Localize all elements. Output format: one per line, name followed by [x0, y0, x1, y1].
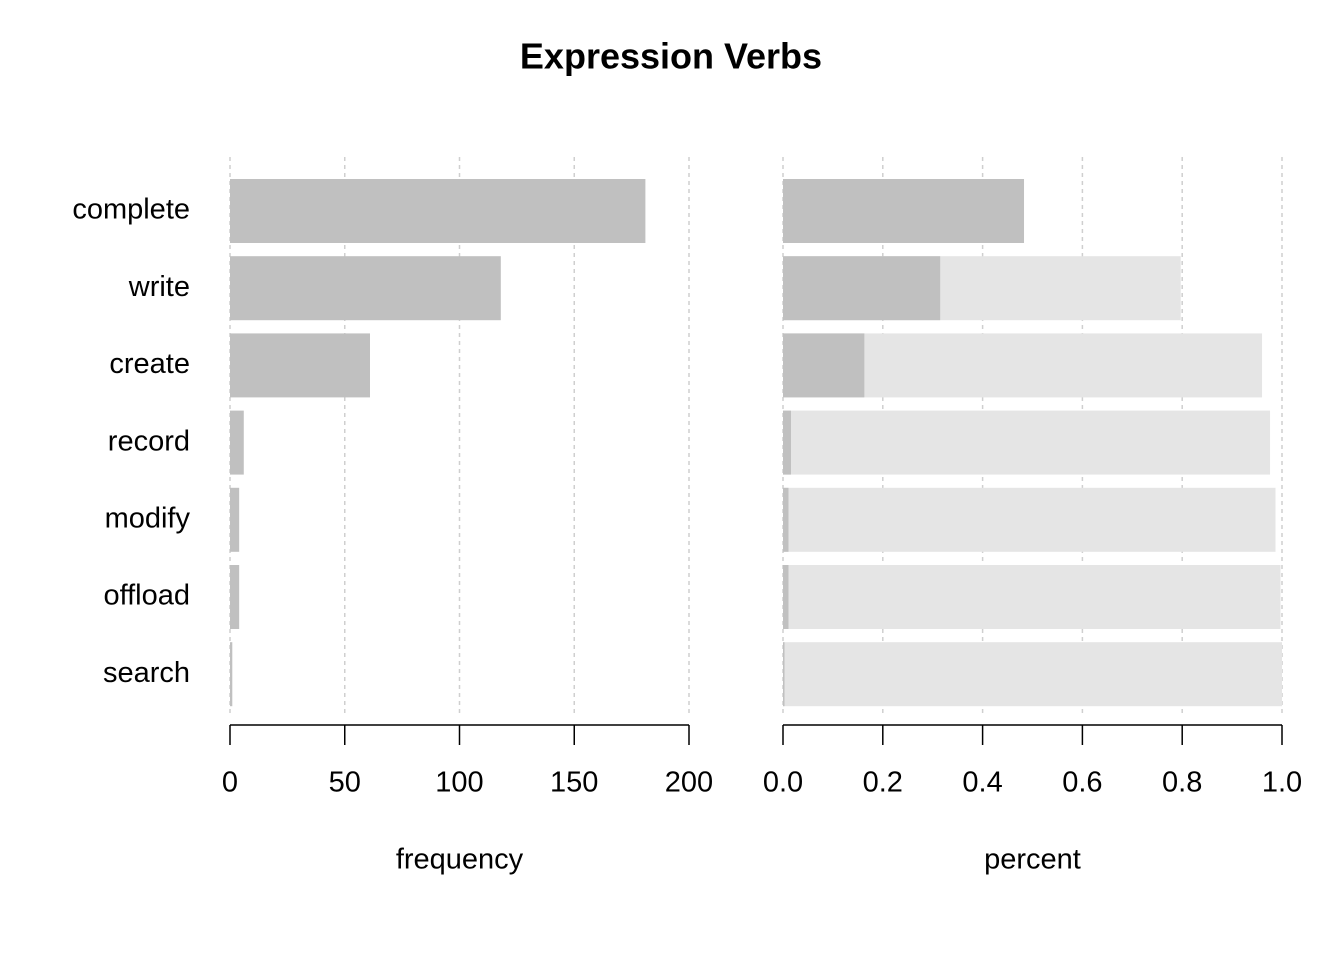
bar	[783, 179, 1025, 243]
bar	[230, 642, 233, 707]
x-tick-label: 1.0	[1262, 767, 1302, 799]
x-tick-label: 0.0	[763, 767, 803, 799]
y-tick-label: record	[108, 425, 190, 457]
bar	[783, 642, 785, 707]
cumulative-bar	[783, 410, 1271, 475]
bar	[783, 565, 789, 629]
x-tick-label: 0	[222, 767, 238, 799]
chart-title: Expression Verbs	[520, 36, 822, 77]
bar	[783, 333, 865, 398]
x-axis-label: frequency	[396, 844, 524, 876]
y-tick-label: offload	[103, 580, 190, 612]
bar	[230, 487, 240, 552]
bar	[230, 256, 501, 321]
bar	[783, 487, 789, 552]
x-tick-label: 0.8	[1162, 767, 1202, 799]
y-tick-label: write	[128, 271, 190, 303]
bar	[230, 179, 646, 243]
bar	[783, 256, 941, 321]
bar	[783, 410, 791, 475]
x-tick-label: 0.4	[962, 767, 1002, 799]
x-tick-label: 150	[550, 767, 598, 799]
x-tick-label: 50	[329, 767, 361, 799]
x-tick-label: 200	[665, 767, 713, 799]
bar	[230, 410, 244, 475]
bar	[230, 565, 240, 629]
y-tick-label: create	[109, 348, 190, 380]
x-tick-label: 0.2	[863, 767, 903, 799]
cumulative-bar	[783, 487, 1276, 552]
y-tick-label: complete	[72, 194, 190, 226]
cumulative-bar	[783, 642, 1282, 707]
x-tick-label: 0.6	[1062, 767, 1102, 799]
y-tick-label: modify	[105, 502, 191, 534]
cumulative-bar	[783, 565, 1281, 629]
bar	[230, 333, 370, 398]
x-axis-label: percent	[984, 844, 1081, 876]
y-tick-label: search	[103, 657, 190, 689]
x-tick-label: 100	[435, 767, 483, 799]
